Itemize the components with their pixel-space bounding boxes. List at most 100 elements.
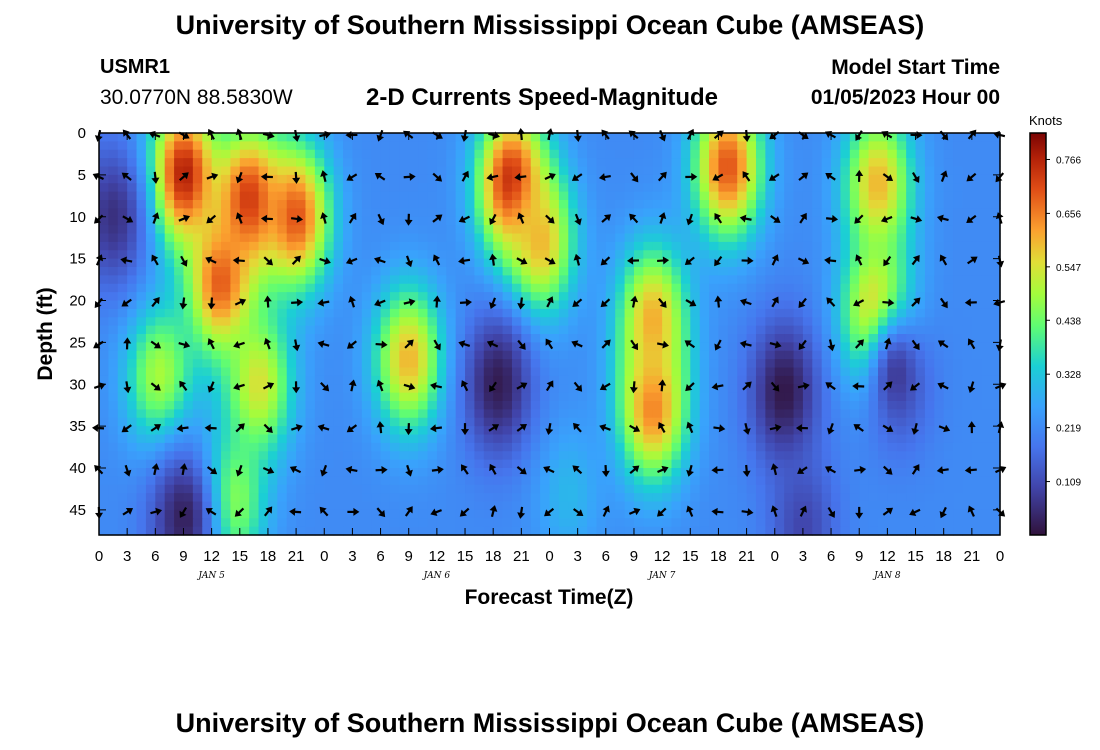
heatmap-cell — [493, 342, 504, 352]
heatmap-cell — [887, 191, 898, 201]
heatmap-cell — [671, 267, 682, 276]
heatmap-cell — [455, 501, 466, 511]
heatmap-cell — [718, 133, 729, 142]
heatmap-cell — [971, 233, 982, 243]
heatmap-cell — [896, 158, 907, 168]
heatmap-cell — [624, 484, 635, 494]
heatmap-cell — [643, 375, 654, 385]
heatmap-cell — [718, 141, 729, 151]
heatmap-cell — [587, 208, 598, 218]
heatmap-cell — [399, 334, 410, 343]
heatmap-cell — [633, 375, 644, 385]
heatmap-cell — [868, 275, 879, 285]
heatmap-cell — [202, 191, 213, 201]
heatmap-cell — [709, 141, 720, 151]
heatmap-cell — [258, 141, 269, 151]
heatmap-cell — [699, 367, 710, 377]
heatmap-cell — [953, 526, 964, 536]
heatmap-cell — [418, 241, 429, 251]
heatmap-cell — [934, 149, 945, 159]
heatmap-cell — [727, 250, 738, 260]
heatmap-cell — [108, 275, 119, 285]
heatmap-cell — [465, 292, 476, 302]
heatmap-cell — [962, 442, 973, 452]
heatmap-cell — [286, 233, 297, 243]
heatmap-cell — [108, 518, 119, 528]
heatmap-cell — [352, 283, 363, 293]
heatmap-cell — [727, 476, 738, 486]
heatmap-cell — [192, 476, 203, 486]
heatmap-cell — [324, 250, 335, 260]
heatmap-cell — [389, 208, 400, 218]
heatmap-cell — [117, 451, 128, 461]
heatmap-cell — [577, 367, 588, 377]
heatmap-cell — [605, 392, 616, 402]
heatmap-cell — [596, 468, 607, 477]
heatmap-cell — [558, 166, 569, 176]
heatmap-cell — [840, 459, 851, 469]
heatmap-cell — [877, 518, 888, 528]
heatmap-cell — [389, 375, 400, 385]
heatmap-cell — [389, 350, 400, 360]
heatmap-cell — [568, 225, 579, 235]
heatmap-cell — [849, 183, 860, 193]
heatmap-cell — [953, 509, 964, 519]
current-arrow — [630, 295, 639, 308]
heatmap-cell — [812, 401, 823, 410]
heatmap-cell — [774, 501, 785, 511]
heatmap-cell — [765, 409, 776, 419]
heatmap-cell — [465, 434, 476, 444]
heatmap-cell — [755, 317, 766, 327]
heatmap-cell — [615, 325, 626, 335]
heatmap-cell — [418, 166, 429, 176]
heatmap-cell — [305, 267, 316, 276]
heatmap-cell — [277, 225, 288, 235]
heatmap-cell — [624, 392, 635, 402]
heatmap-cell — [380, 292, 391, 302]
heatmap-cell — [99, 375, 109, 385]
heatmap-cell — [540, 476, 551, 486]
current-arrow — [404, 423, 413, 436]
heatmap-cell — [465, 484, 476, 494]
heatmap-cell — [737, 325, 748, 335]
heatmap-cell — [699, 174, 710, 184]
heatmap-cell — [380, 451, 391, 461]
heatmap-cell — [840, 392, 851, 402]
heatmap-cell — [249, 300, 260, 310]
heatmap-cell — [934, 476, 945, 486]
heatmap-cell — [446, 174, 457, 184]
heatmap-cell — [99, 200, 109, 209]
heatmap-cell — [371, 158, 382, 168]
heatmap-cell — [239, 493, 250, 503]
heatmap-cell — [521, 275, 532, 285]
heatmap-cell — [389, 250, 400, 260]
heatmap-cell — [183, 468, 194, 477]
heatmap-cell — [127, 442, 138, 452]
current-arrow — [684, 340, 696, 349]
heatmap-cell — [427, 250, 438, 260]
current-arrow — [543, 465, 555, 474]
heatmap-cell — [934, 133, 945, 142]
current-arrow — [826, 214, 839, 223]
heatmap-cell — [380, 518, 391, 528]
heatmap-cell — [662, 434, 673, 444]
heatmap-cell — [643, 283, 654, 293]
heatmap-cell — [511, 158, 522, 168]
heatmap-cell — [174, 325, 185, 335]
heatmap-cell — [821, 367, 832, 377]
heatmap-cell — [709, 292, 720, 302]
heatmap-cell — [221, 241, 231, 251]
heatmap-cell — [662, 225, 673, 235]
heatmap-cell — [840, 275, 851, 285]
heatmap-cell — [333, 384, 344, 394]
heatmap-cell — [455, 526, 466, 536]
heatmap-cell — [643, 484, 654, 494]
heatmap-cell — [906, 133, 917, 142]
heatmap-cell — [221, 451, 231, 461]
heatmap-cell — [314, 300, 325, 310]
heatmap-cell — [755, 241, 766, 251]
heatmap-cell — [99, 275, 109, 285]
heatmap-cell — [568, 258, 579, 268]
heatmap-cell — [530, 342, 541, 352]
heatmap-cell — [465, 317, 476, 327]
